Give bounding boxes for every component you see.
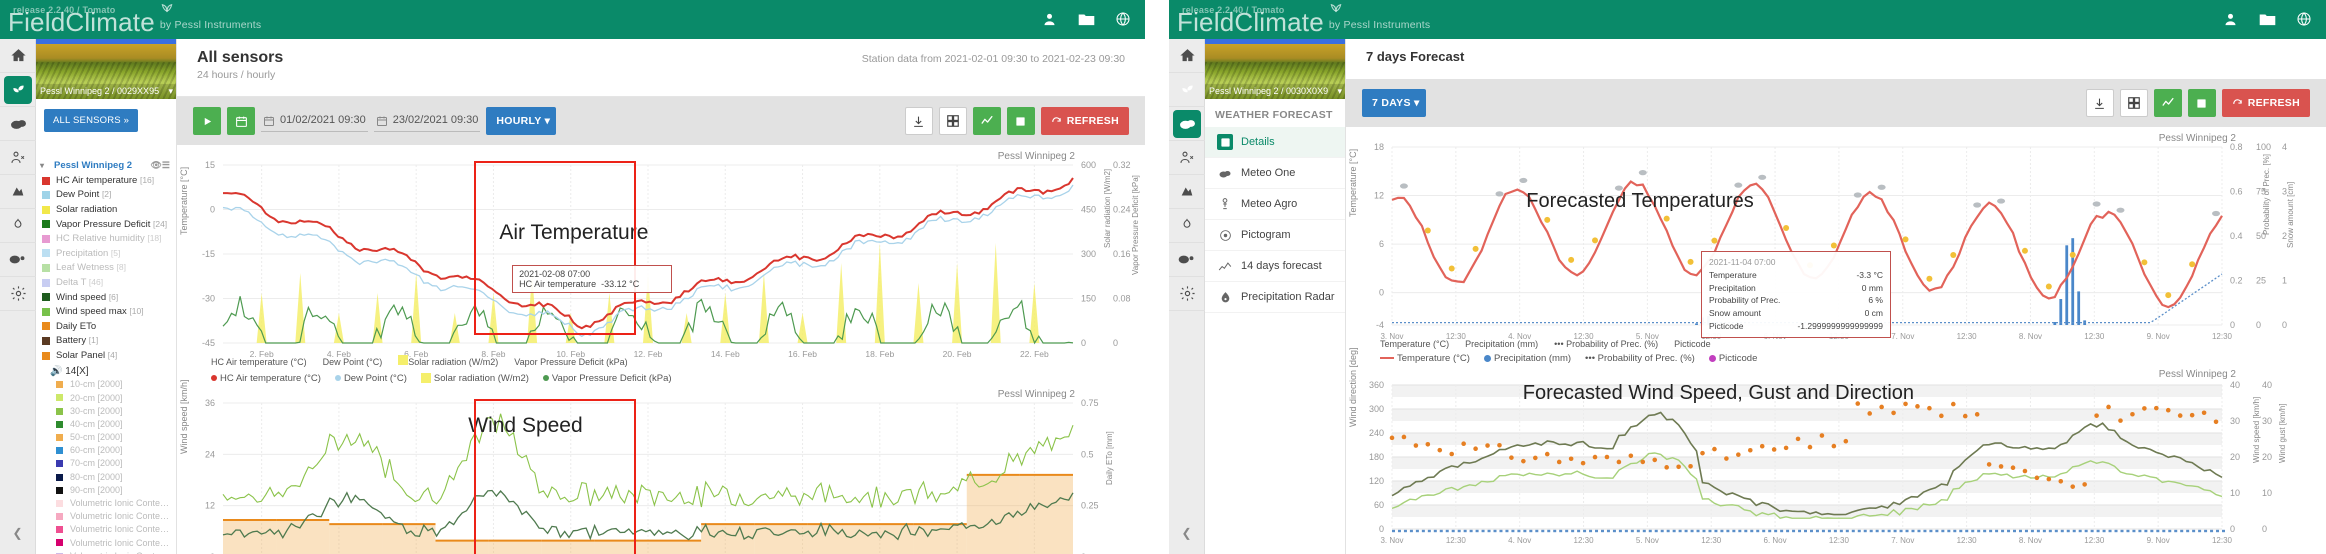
- svg-text:9. Nov: 9. Nov: [2147, 332, 2170, 341]
- svg-text:-30: -30: [202, 294, 215, 304]
- svg-text:0: 0: [2262, 524, 2267, 534]
- svg-text:100: 100: [2256, 142, 2271, 152]
- svg-text:12: 12: [1374, 191, 1384, 201]
- svg-text:12:30: 12:30: [2084, 536, 2105, 545]
- svg-text:0.24: 0.24: [1113, 205, 1131, 215]
- svg-text:40: 40: [2230, 380, 2240, 390]
- svg-text:12:30: 12:30: [1829, 536, 1850, 545]
- svg-text:40: 40: [2262, 380, 2272, 390]
- svg-text:36: 36: [205, 398, 215, 408]
- svg-text:0: 0: [1113, 338, 1118, 348]
- svg-text:150: 150: [1081, 294, 1096, 304]
- svg-text:0.6: 0.6: [2230, 187, 2243, 197]
- svg-text:300: 300: [1369, 404, 1384, 414]
- svg-text:30: 30: [2262, 416, 2272, 426]
- svg-text:8. Nov: 8. Nov: [2019, 536, 2042, 545]
- svg-text:7. Nov: 7. Nov: [1891, 536, 1914, 545]
- svg-text:12:30: 12:30: [1701, 536, 1722, 545]
- svg-text:30: 30: [2230, 416, 2240, 426]
- svg-text:0.25: 0.25: [1081, 501, 1099, 511]
- svg-text:12:30: 12:30: [2212, 536, 2233, 545]
- svg-text:9. Nov: 9. Nov: [2147, 536, 2170, 545]
- svg-text:20: 20: [2230, 452, 2240, 462]
- svg-text:0.75: 0.75: [1081, 398, 1099, 408]
- svg-text:10: 10: [2230, 488, 2240, 498]
- svg-text:25: 25: [2256, 276, 2266, 286]
- svg-text:0: 0: [2256, 320, 2261, 330]
- svg-text:14. Feb: 14. Feb: [711, 349, 740, 359]
- svg-text:18: 18: [1374, 142, 1384, 152]
- svg-text:0.32: 0.32: [1113, 160, 1131, 170]
- svg-text:600: 600: [1081, 160, 1096, 170]
- svg-text:-45: -45: [202, 338, 215, 348]
- svg-text:360: 360: [1369, 380, 1384, 390]
- svg-text:24: 24: [205, 449, 215, 459]
- svg-text:10: 10: [2262, 488, 2272, 498]
- svg-text:12:30: 12:30: [1957, 536, 1978, 545]
- svg-text:0: 0: [2230, 320, 2235, 330]
- svg-text:15: 15: [205, 160, 215, 170]
- svg-text:12:30: 12:30: [1574, 536, 1595, 545]
- svg-text:12:30: 12:30: [1957, 332, 1978, 341]
- svg-text:120: 120: [1369, 476, 1384, 486]
- svg-text:-15: -15: [202, 249, 215, 259]
- svg-text:450: 450: [1081, 205, 1096, 215]
- svg-text:12:30: 12:30: [1446, 536, 1467, 545]
- svg-text:-4: -4: [1376, 320, 1384, 330]
- svg-text:0.2: 0.2: [2230, 276, 2243, 286]
- svg-text:16. Feb: 16. Feb: [788, 349, 817, 359]
- svg-text:0: 0: [1379, 288, 1384, 298]
- svg-text:180: 180: [1369, 452, 1384, 462]
- svg-text:6. Nov: 6. Nov: [1764, 536, 1787, 545]
- svg-text:4. Nov: 4. Nov: [1508, 536, 1531, 545]
- svg-text:8. Nov: 8. Nov: [2019, 332, 2042, 341]
- svg-text:7. Nov: 7. Nov: [1891, 332, 1914, 341]
- svg-text:5. Nov: 5. Nov: [1636, 536, 1659, 545]
- svg-text:0.16: 0.16: [1113, 249, 1131, 259]
- svg-text:20: 20: [2262, 452, 2272, 462]
- svg-text:0: 0: [210, 205, 215, 215]
- svg-text:300: 300: [1081, 249, 1096, 259]
- svg-text:0: 0: [1081, 338, 1086, 348]
- svg-text:12:30: 12:30: [2212, 332, 2233, 341]
- svg-text:20. Feb: 20. Feb: [943, 349, 972, 359]
- svg-text:22. Feb: 22. Feb: [1020, 349, 1049, 359]
- svg-text:6: 6: [1379, 239, 1384, 249]
- svg-text:1: 1: [2282, 276, 2287, 286]
- svg-text:12: 12: [205, 501, 215, 511]
- svg-text:60: 60: [1374, 500, 1384, 510]
- svg-text:18. Feb: 18. Feb: [865, 349, 894, 359]
- svg-text:0: 0: [2230, 524, 2235, 534]
- svg-text:240: 240: [1369, 428, 1384, 438]
- svg-text:0: 0: [2282, 320, 2287, 330]
- svg-text:12:30: 12:30: [2084, 332, 2105, 341]
- svg-text:0.5: 0.5: [1081, 449, 1094, 459]
- svg-text:0.08: 0.08: [1113, 294, 1131, 304]
- svg-text:3. Nov: 3. Nov: [1380, 536, 1403, 545]
- svg-text:0: 0: [1379, 524, 1384, 534]
- svg-text:0.4: 0.4: [2230, 231, 2243, 241]
- svg-text:4: 4: [2282, 142, 2287, 152]
